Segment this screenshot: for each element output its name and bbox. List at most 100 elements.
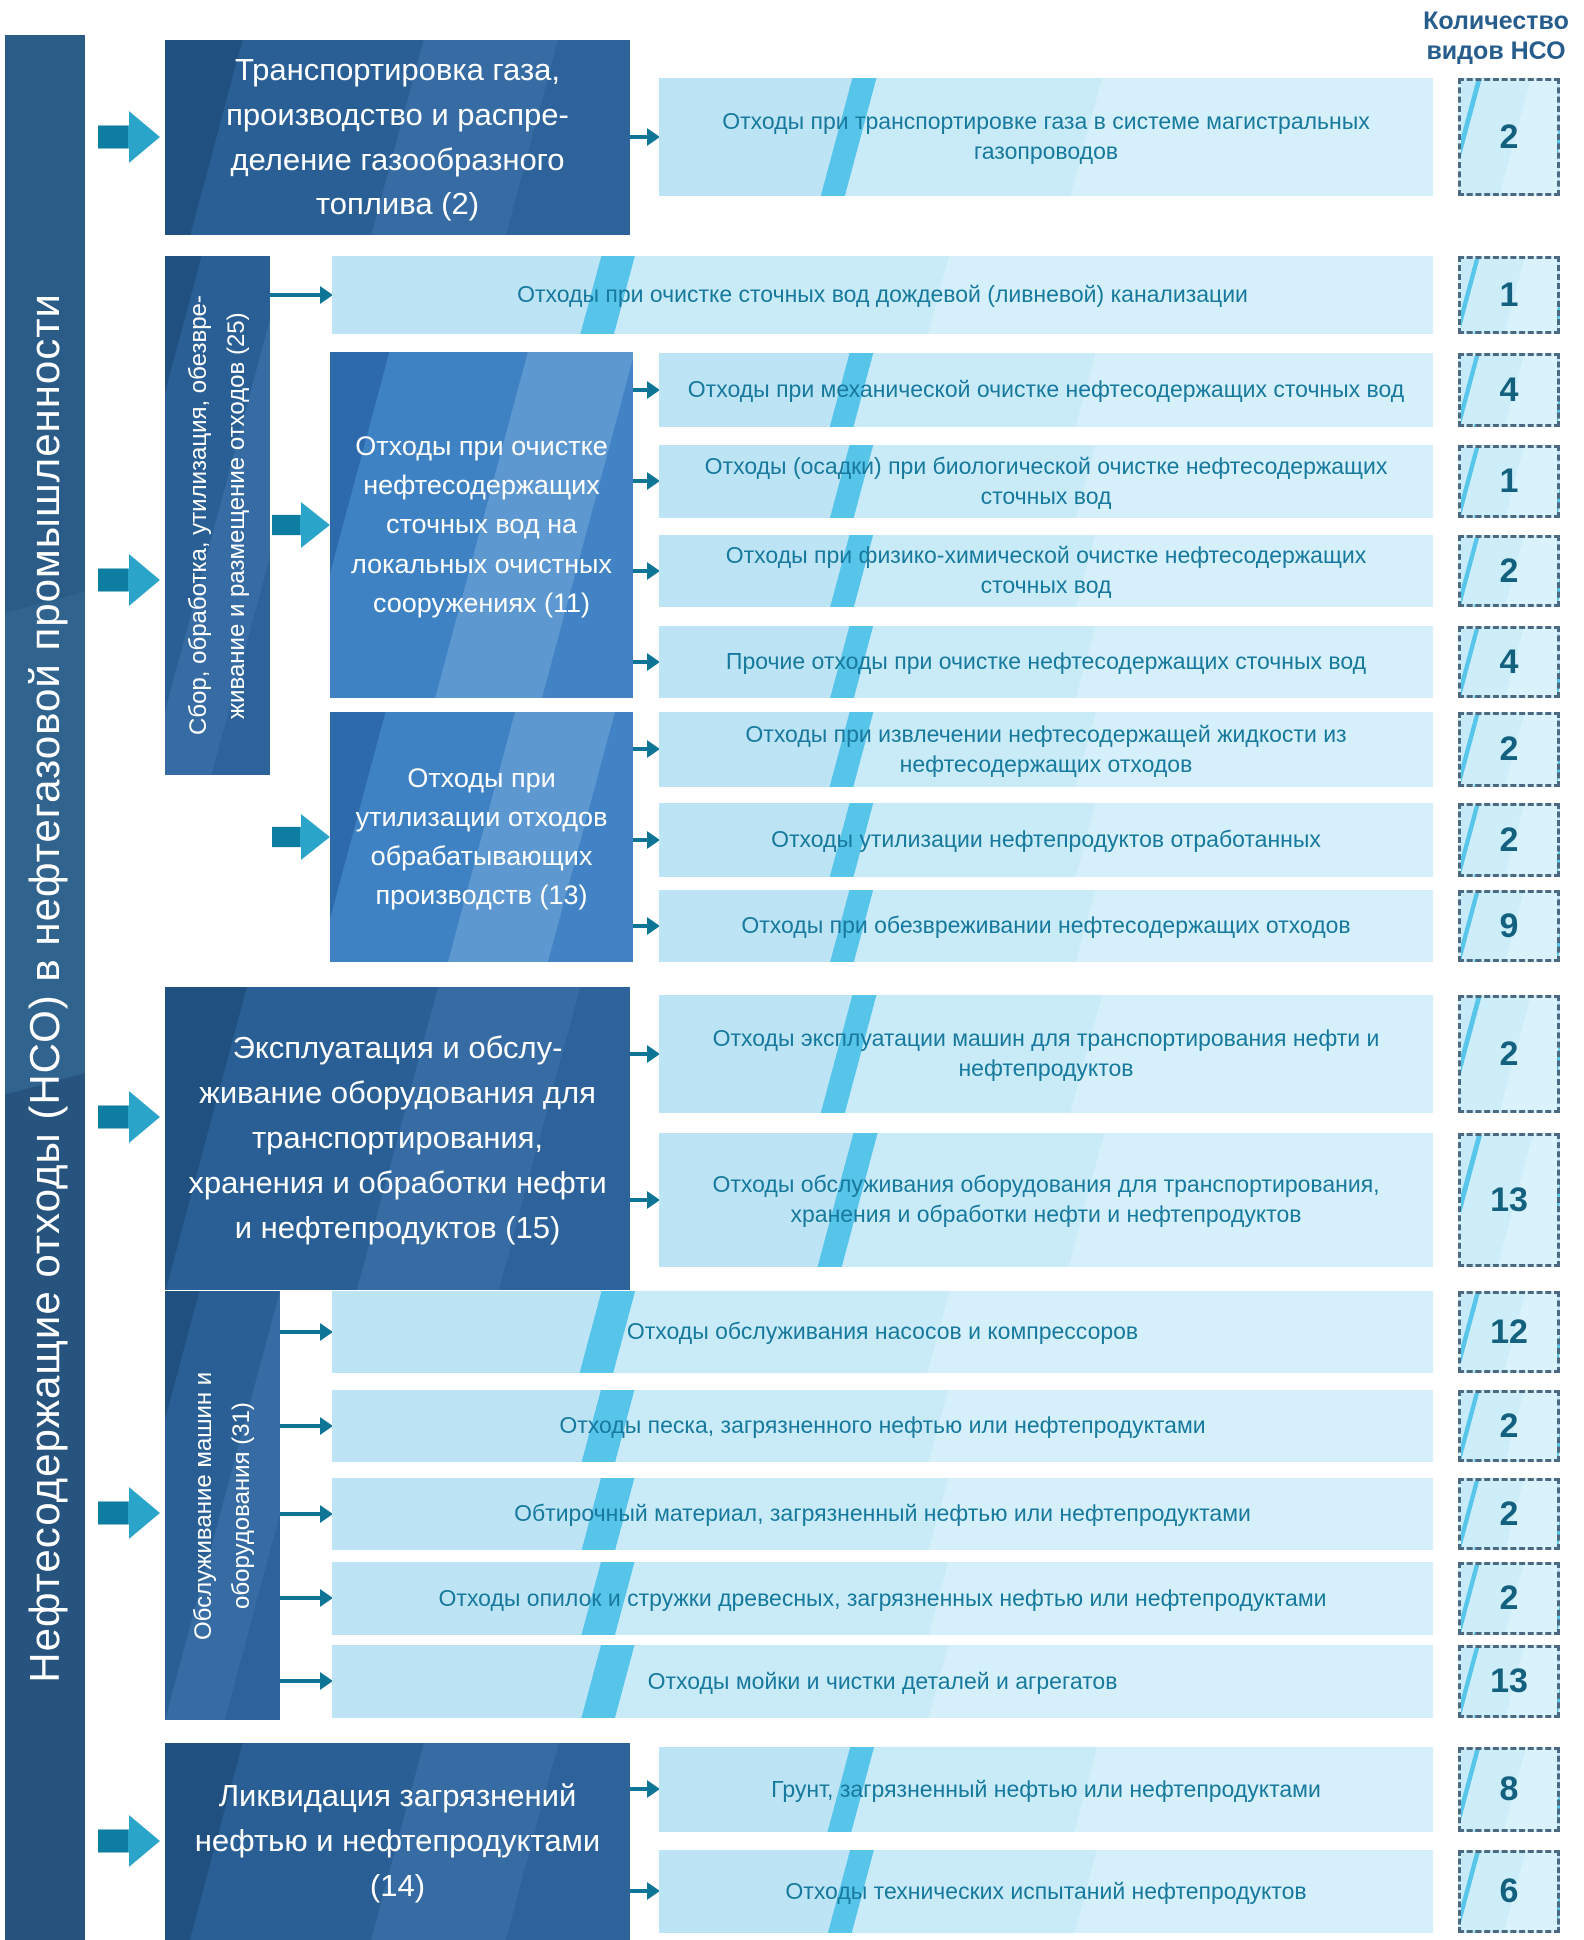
section-spill-liquidation: Ликвидация загрязнений нефтью и нефтепро…: [165, 1743, 630, 1940]
count-value: 4: [1499, 642, 1519, 681]
waste-row-label: Отходы обслуживания насосов и компрессор…: [626, 1318, 1139, 1345]
count-column-header: Количество видов НСО: [1423, 7, 1569, 65]
count-badge: 2: [1458, 712, 1560, 787]
count-badge: 2: [1458, 535, 1560, 607]
count-badge: 13: [1458, 1133, 1560, 1267]
count-badge: 2: [1458, 1478, 1560, 1550]
count-value: 2: [1499, 1579, 1519, 1617]
root-category-label: Нефтесодержащие отходы (НСО) в нефтегазо…: [21, 292, 68, 1683]
count-value: 2: [1499, 820, 1519, 859]
count-value: 2: [1499, 1406, 1519, 1445]
count-value: 1: [1499, 462, 1519, 500]
section-label: Сбор, обработка, утилизация, обезвре-жив…: [184, 295, 250, 736]
waste-row-label: Отходы при физико-химической очистке неф…: [725, 542, 1367, 598]
waste-row: Отходы утилизации нефтепродуктов отработ…: [659, 803, 1433, 877]
subgroup-local-treatment: Отходы при очистке нефтесодержащих сточн…: [330, 352, 633, 698]
count-badge: 6: [1458, 1850, 1560, 1933]
count-badge: 9: [1458, 890, 1560, 962]
count-value: 6: [1499, 1872, 1519, 1910]
waste-row: Отходы эксплуатации машин для транспорти…: [659, 995, 1433, 1113]
flow-arrow-icon: [98, 554, 160, 606]
section-machine-service: Обслуживание машин и оборудования (31): [165, 1291, 280, 1720]
count-value: 2: [1499, 730, 1519, 768]
connector-arrow-icon: [633, 472, 660, 490]
connector-arrow-icon: [633, 831, 660, 849]
count-badge: 2: [1458, 803, 1560, 877]
connector-arrow-icon: [630, 1191, 660, 1209]
waste-row-label: Отходы технических испытаний нефтепродук…: [785, 1877, 1307, 1904]
count-value: 2: [1499, 1034, 1519, 1073]
waste-row: Обтирочный материал, загрязненный нефтью…: [332, 1478, 1433, 1550]
root-category-bar: Нефтесодержащие отходы (НСО) в нефтегазо…: [5, 35, 85, 1940]
waste-row-label: Отходы мойки и чистки деталей и агрегато…: [647, 1667, 1118, 1694]
flow-arrow-icon: [272, 814, 330, 860]
waste-row: Отходы технических испытаний нефтепродук…: [659, 1850, 1433, 1933]
count-badge: 4: [1458, 626, 1560, 698]
waste-row-label: Отходы утилизации нефтепродуктов отработ…: [771, 826, 1321, 853]
count-value: 9: [1499, 906, 1519, 945]
count-badge: 8: [1458, 1747, 1560, 1832]
count-badge: 2: [1458, 1390, 1560, 1462]
connector-arrow-icon: [630, 128, 660, 146]
waste-row: Отходы обслуживания оборудования для тра…: [659, 1133, 1433, 1267]
waste-row-label: Обтирочный материал, загрязненный нефтью…: [514, 1500, 1251, 1527]
waste-row-label: Отходы при очистке сточных вод дождевой …: [517, 281, 1248, 308]
waste-row-label: Отходы при обезвреживании нефтесодержащи…: [741, 912, 1351, 939]
waste-row: Грунт, загрязненный нефтью или нефтепрод…: [659, 1747, 1433, 1832]
waste-row-label: Прочие отходы при очистке нефтесодержащи…: [725, 648, 1367, 675]
flow-arrow-icon: [272, 502, 330, 548]
connector-arrow-icon: [633, 740, 660, 758]
waste-row-label: Отходы при механической очистке нефтесод…: [687, 376, 1405, 403]
count-value: 13: [1490, 1662, 1528, 1700]
flow-arrow-icon: [98, 1091, 160, 1143]
count-value: 1: [1499, 275, 1519, 314]
waste-row: Отходы при физико-химической очистке неф…: [659, 535, 1433, 607]
connector-arrow-icon: [633, 653, 660, 671]
connector-arrow-icon: [280, 1589, 333, 1607]
waste-row-label: Отходы эксплуатации машин для транспорти…: [712, 1025, 1380, 1081]
section-label: Эксплуатация и обслу-живание оборудовани…: [188, 1030, 607, 1245]
waste-row: Отходы (осадки) при биологической очистк…: [659, 445, 1433, 518]
connector-arrow-icon: [270, 286, 333, 304]
waste-row-label: Грунт, загрязненный нефтью или нефтепрод…: [771, 1775, 1321, 1802]
waste-row-label: Отходы при транспортировке газа в систем…: [722, 108, 1370, 164]
count-value: 2: [1499, 551, 1519, 590]
count-badge: 1: [1458, 445, 1560, 518]
count-value: 2: [1499, 117, 1519, 156]
connector-arrow-icon: [280, 1323, 333, 1341]
waste-row: Отходы обслуживания насосов и компрессор…: [332, 1291, 1433, 1373]
waste-row: Отходы песка, загрязненного нефтью или н…: [332, 1390, 1433, 1462]
section-label: Транспортировка газа, производство и рас…: [226, 51, 569, 222]
connector-arrow-icon: [630, 1780, 660, 1798]
count-badge: 12: [1458, 1291, 1560, 1373]
count-badge: 2: [1458, 78, 1560, 196]
waste-row-label: Отходы (осадки) при биологической очистк…: [704, 452, 1388, 509]
waste-row: Отходы при механической очистке нефтесод…: [659, 353, 1433, 427]
waste-row-label: Отходы опилок и стружки древесных, загря…: [438, 1584, 1327, 1611]
count-value: 4: [1499, 370, 1519, 409]
count-badge: 2: [1458, 1562, 1560, 1635]
count-value: 12: [1490, 1312, 1528, 1351]
count-badge: 1: [1458, 256, 1560, 334]
section-equipment-operation: Эксплуатация и обслу-живание оборудовани…: [165, 987, 630, 1290]
connector-arrow-icon: [633, 917, 660, 935]
connector-arrow-icon: [633, 381, 660, 399]
waste-row-label: Отходы при извлечении нефтесодержащей жи…: [745, 720, 1347, 777]
waste-row: Отходы при извлечении нефтесодержащей жи…: [659, 712, 1433, 787]
subgroup-label: Отходы при очистке нефтесодержащих сточн…: [351, 431, 612, 618]
section-gas-transport: Транспортировка газа, производство и рас…: [165, 40, 630, 235]
waste-row: Отходы при очистке сточных вод дождевой …: [332, 256, 1433, 334]
section-waste-collection: Сбор, обработка, утилизация, обезвре-жив…: [165, 256, 270, 775]
connector-arrow-icon: [630, 1882, 660, 1900]
waste-row: Отходы опилок и стружки древесных, загря…: [332, 1562, 1433, 1635]
count-value: 2: [1499, 1494, 1519, 1533]
flow-arrow-icon: [98, 1815, 160, 1867]
waste-row-label: Отходы обслуживания оборудования для тра…: [712, 1171, 1380, 1227]
count-value: 8: [1499, 1770, 1519, 1808]
subgroup-label: Отходы при утилизации отходов обрабатыва…: [355, 762, 608, 911]
connector-arrow-icon: [280, 1672, 333, 1690]
flow-arrow-icon: [98, 111, 160, 163]
connector-arrow-icon: [633, 562, 660, 580]
count-badge: 13: [1458, 1645, 1560, 1718]
